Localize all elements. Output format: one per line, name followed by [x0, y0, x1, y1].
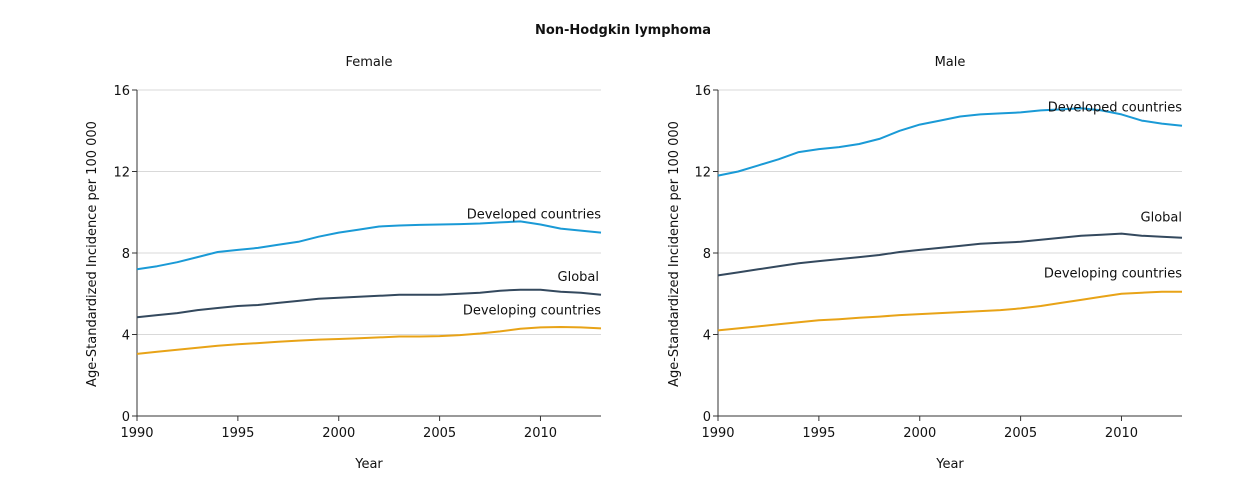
- female-series-line-global: [136, 288, 602, 319]
- figure-title: Non-Hodgkin lymphoma: [535, 23, 711, 38]
- male-series-line-developing-countries: [717, 290, 1182, 332]
- female-y-tick-label-4: 4: [122, 329, 130, 344]
- female-series-label-developed-countries: Developed countries: [467, 208, 602, 223]
- male-y-tick-label-12: 12: [694, 166, 711, 181]
- male-y-axis-label: Age-Standardized Incidence per 100 000: [667, 121, 682, 387]
- male-x-tick-label-1990: 1990: [701, 426, 734, 441]
- female-series-label-global: Global: [558, 270, 599, 285]
- male-x-tick-label-2000: 2000: [903, 426, 936, 441]
- female-series-line-developing-countries: [136, 326, 602, 355]
- male-x-tick-label-1995: 1995: [802, 426, 835, 441]
- female-y-tick-label-12: 12: [113, 166, 130, 181]
- female-series-line-developed-countries: [136, 220, 602, 271]
- male-series-line-developed-countries: [717, 107, 1183, 177]
- male-x-tick-label-2010: 2010: [1105, 426, 1138, 441]
- male-series-line-global: [717, 232, 1183, 277]
- female-y-tick-label-0: 0: [122, 410, 130, 425]
- female-panel-title: Female: [345, 55, 392, 70]
- female-x-tick-label-1995: 1995: [221, 426, 254, 441]
- female-y-axis-label: Age-Standardized Incidence per 100 000: [85, 121, 100, 387]
- male-series-label-global: Global: [1141, 211, 1182, 226]
- male-chart-panel: Male 0 4 8 12 16 1990 1995 2000 2005 2010 Develop…: [667, 55, 1182, 472]
- male-y-tick-label-16: 16: [694, 84, 711, 99]
- female-chart-panel: Female 0 4 8 12 16 1990 1995 2000 2005 2010 Devel…: [85, 55, 601, 472]
- male-x-tick-label-2005: 2005: [1004, 426, 1037, 441]
- female-x-tick-label-2005: 2005: [423, 426, 456, 441]
- female-x-tick-label-1990: 1990: [120, 426, 153, 441]
- female-series-label-developing-countries: Developing countries: [463, 303, 601, 318]
- male-x-axis-label: Year: [935, 457, 964, 472]
- female-x-axis-label: Year: [354, 457, 383, 472]
- male-y-tick-label-4: 4: [703, 329, 711, 344]
- female-x-tick-label-2010: 2010: [524, 426, 557, 441]
- female-x-tick-label-2000: 2000: [322, 426, 355, 441]
- male-series-label-developed-countries: Developed countries: [1048, 101, 1183, 116]
- male-y-tick-label-8: 8: [703, 247, 711, 262]
- male-panel-title: Male: [935, 55, 966, 70]
- male-y-tick-label-0: 0: [703, 410, 711, 425]
- male-series-label-developing-countries: Developing countries: [1044, 267, 1182, 282]
- female-y-tick-label-16: 16: [113, 84, 130, 99]
- female-y-tick-label-8: 8: [122, 247, 130, 262]
